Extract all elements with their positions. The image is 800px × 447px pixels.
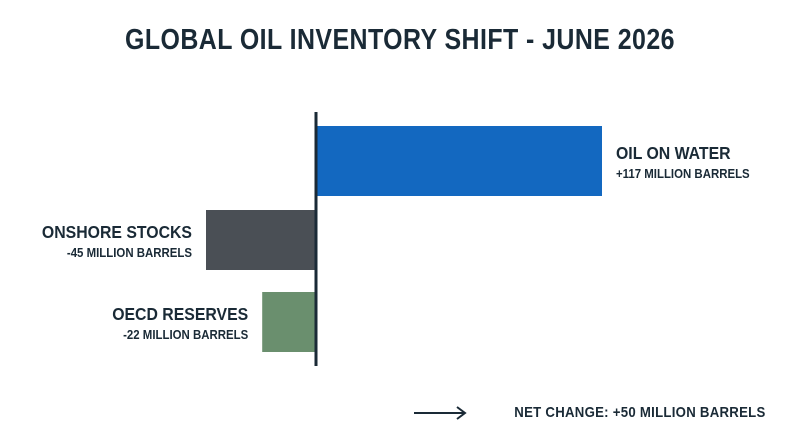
value-label-onshore-stocks: -45 MILLION BARRELS	[67, 245, 192, 260]
bar-oecd-reserves	[262, 292, 316, 352]
arrow-right-icon	[412, 405, 468, 421]
category-label-oil-on-water: OIL ON WATER	[616, 143, 731, 163]
bar-oil-on-water	[316, 126, 602, 196]
value-label-oil-on-water: +117 MILLION BARRELS	[616, 166, 750, 181]
category-label-oecd-reserves: OECD RESERVES	[112, 304, 248, 324]
net-change-text: NET CHANGE: +50 MILLION BARRELS	[514, 404, 766, 421]
chart-title: GLOBAL OIL INVENTORY SHIFT - JUNE 2026	[125, 24, 675, 56]
value-label-oecd-reserves: -22 MILLION BARRELS	[123, 327, 248, 342]
category-label-onshore-stocks: ONSHORE STOCKS	[42, 222, 192, 242]
net-change-note: NET CHANGE: +50 MILLION BARRELS	[412, 404, 766, 421]
bar-onshore-stocks	[206, 210, 316, 270]
